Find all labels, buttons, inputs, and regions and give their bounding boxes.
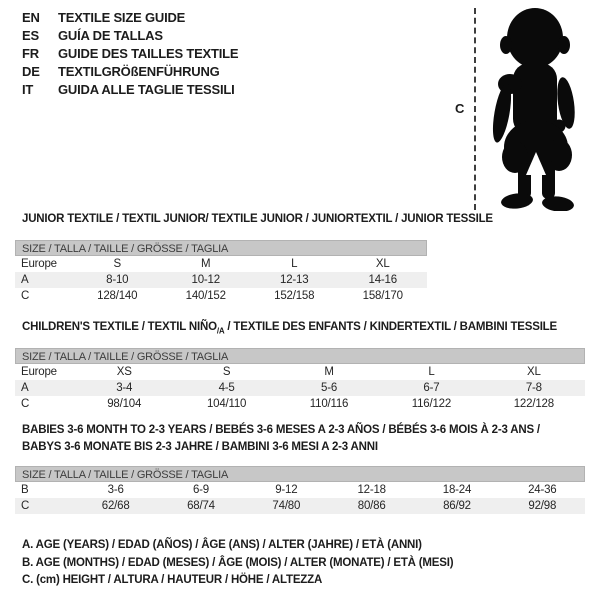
row-value: 110/116 <box>309 398 349 410</box>
language-row: IT GUIDA ALLE TAGLIE TESSILI <box>22 80 238 98</box>
row-value: 62/68 <box>101 500 130 512</box>
row-value: 5-6 <box>321 382 338 394</box>
row-value: 98/104 <box>107 398 142 410</box>
row-value: 6-7 <box>423 382 440 394</box>
row-value: 7-8 <box>525 382 542 394</box>
title-subscript: /A <box>216 326 225 336</box>
table-row: Europe S M L XL <box>15 256 427 272</box>
row-value: XS <box>116 366 132 378</box>
row-value: 152/158 <box>274 290 315 302</box>
language-list: EN TEXTILE SIZE GUIDE ES GUÍA DE TALLAS … <box>22 8 239 98</box>
row-value: 8-10 <box>106 274 129 286</box>
row-value: 12-13 <box>280 274 309 286</box>
row-value: 128/140 <box>97 290 138 302</box>
row-value: S <box>113 258 122 270</box>
row-label: C <box>21 398 30 410</box>
language-row: FR GUIDE DES TAILLES TEXTILE <box>22 44 239 62</box>
row-value: XL <box>526 366 541 378</box>
row-value: 116/122 <box>411 398 452 410</box>
footnotes: A. AGE (YEARS) / EDAD (AÑOS) / ÂGE (ANS)… <box>22 537 454 590</box>
row-value: 140/152 <box>185 290 226 302</box>
language-row: DE TEXTILGRÖßENFÜHRUNG <box>22 62 238 80</box>
row-value: 12-18 <box>357 484 386 496</box>
row-label: A <box>21 382 29 394</box>
row-value: XL <box>375 258 390 270</box>
row-value: 80/86 <box>357 500 386 512</box>
baby-silhouette-image <box>492 8 575 211</box>
language-row: ES GUÍA DE TALLAS <box>22 26 238 44</box>
language-code: IT <box>22 81 34 97</box>
row-value: 3-6 <box>107 484 124 496</box>
language-title: TEXTILGRÖßENFÜHRUNG <box>58 63 220 79</box>
babies-table-title-line1: BABIES 3-6 MONTH TO 2-3 YEARS / BEBÉS 3-… <box>22 424 540 436</box>
row-value: 104/110 <box>206 398 247 410</box>
children-table-title: CHILDREN'S TEXTILE / TEXTIL NIÑO/A / TEX… <box>22 321 557 336</box>
children-size-table: SIZE / TALLA / TAILLE / GRÖSSE / TAGLIA … <box>15 348 585 412</box>
language-code: DE <box>22 63 40 79</box>
footnote-line: B. AGE (MONTHS) / EDAD (MESES) / ÂGE (MO… <box>22 556 454 569</box>
row-label: Europe <box>21 258 57 270</box>
table-row: C 128/140 140/152 152/158 158/170 <box>15 288 427 304</box>
row-value: S <box>222 366 231 378</box>
language-row: EN TEXTILE SIZE GUIDE <box>22 8 238 26</box>
babies-size-table: SIZE / TALLA / TAILLE / GRÖSSE / TAGLIA … <box>15 466 585 514</box>
table-row: B 3-6 6-9 9-12 12-18 18-24 24-36 <box>15 482 585 498</box>
language-code: ES <box>22 27 39 43</box>
row-value: 74/80 <box>272 500 301 512</box>
babies-table-title-line2: BABYS 3-6 MONATE BIS 2-3 JAHRE / BAMBINI… <box>22 441 378 453</box>
language-title: GUIDA ALLE TAGLIE TESSILI <box>58 81 235 97</box>
row-value: L <box>428 366 435 378</box>
footnote-line: C. (cm) HEIGHT / ALTURA / HAUTEUR / HÖHE… <box>22 574 323 586</box>
row-value: 18-24 <box>442 484 472 496</box>
row-value: 3-4 <box>116 382 133 394</box>
table-row: A 8-10 10-12 12-13 14-16 <box>15 272 427 288</box>
row-value: 86/92 <box>443 500 471 512</box>
table-row: C 98/104 104/110 110/116 116/122 122/128 <box>15 396 585 412</box>
language-title: TEXTILE SIZE GUIDE <box>58 9 186 25</box>
footnote-line: A. AGE (YEARS) / EDAD (AÑOS) / ÂGE (ANS)… <box>22 539 422 551</box>
size-header-bar: SIZE / TALLA / TAILLE / GRÖSSE / TAGLIA <box>15 348 585 364</box>
row-value: 92/98 <box>528 500 557 512</box>
size-header-bar: SIZE / TALLA / TAILLE / GRÖSSE / TAGLIA <box>15 466 585 482</box>
row-value: L <box>291 258 298 270</box>
row-value: 24-36 <box>528 484 557 496</box>
row-value: M <box>324 366 334 378</box>
table-row: C 62/68 68/74 74/80 80/86 86/92 92/98 <box>15 498 585 514</box>
junior-size-table: SIZE / TALLA / TAILLE / GRÖSSE / TAGLIA … <box>15 240 427 304</box>
size-header-bar: SIZE / TALLA / TAILLE / GRÖSSE / TAGLIA <box>15 240 427 256</box>
language-code: FR <box>22 45 39 61</box>
row-value: 158/170 <box>362 290 403 302</box>
height-measure-label: C <box>455 101 465 116</box>
row-value: 6-9 <box>192 484 209 496</box>
table-row: A 3-4 4-5 5-6 6-7 7-8 <box>15 380 585 396</box>
row-value: 10-12 <box>191 274 221 286</box>
table-row: Europe XS S M L XL <box>15 364 585 380</box>
row-value: 9-12 <box>275 484 298 496</box>
row-label: A <box>21 274 29 286</box>
row-value: 4-5 <box>218 382 235 394</box>
row-label: B <box>21 484 29 496</box>
row-label: C <box>21 500 30 512</box>
row-value: M <box>201 258 211 270</box>
language-code: EN <box>22 9 40 25</box>
row-label: C <box>21 290 30 302</box>
row-value: 14-16 <box>368 274 398 286</box>
junior-table-title: JUNIOR TEXTILE / TEXTIL JUNIOR/ TEXTILE … <box>22 213 493 225</box>
row-value: 68/74 <box>187 500 215 512</box>
language-title: GUÍA DE TALLAS <box>58 27 163 43</box>
row-value: 122/128 <box>513 398 554 410</box>
language-title: GUIDE DES TAILLES TEXTILE <box>58 45 239 61</box>
height-measure-line <box>474 8 476 210</box>
row-label: Europe <box>21 366 57 378</box>
